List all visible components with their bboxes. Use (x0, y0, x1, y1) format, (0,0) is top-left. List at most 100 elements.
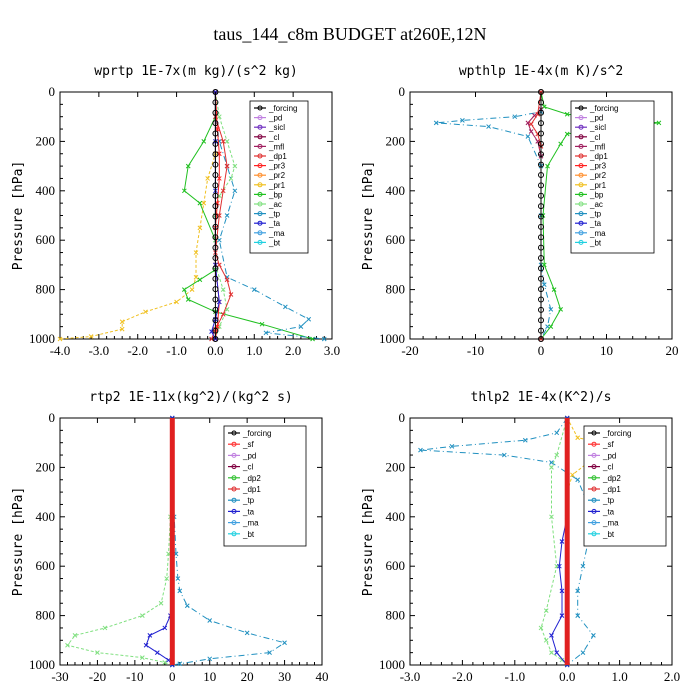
data-point (212, 130, 219, 137)
data-point (298, 324, 304, 330)
data-point (559, 588, 565, 594)
y-tick-label: 400 (386, 509, 406, 524)
y-tick-label: 200 (386, 459, 406, 474)
data-point (212, 254, 219, 261)
data-point (119, 319, 125, 325)
data-point (538, 99, 544, 106)
data-point (575, 588, 581, 594)
data-point (556, 563, 562, 569)
legend-marker (231, 430, 237, 436)
data-point (538, 336, 544, 342)
legend-label: _pd (589, 114, 603, 123)
legend-marker (231, 520, 237, 526)
data-point (501, 452, 507, 458)
data-point (525, 120, 531, 126)
legend-marker (257, 201, 263, 207)
legend-label: _ma (268, 229, 285, 238)
data-point (197, 200, 203, 206)
x-tick-label: -2.0 (452, 669, 473, 684)
data-point (538, 625, 544, 631)
legend-marker (591, 475, 597, 481)
data-point (185, 163, 191, 169)
panel-title: wpthlp 1E-4x(m K)/s^2 (459, 64, 623, 79)
data-point (207, 656, 213, 662)
data-point (528, 129, 534, 134)
data-point (460, 118, 465, 123)
legend-marker (257, 182, 263, 188)
data-point (538, 203, 544, 210)
data-point (224, 163, 230, 169)
legend-marker (231, 497, 237, 503)
data-point (189, 287, 195, 292)
x-tick-label: -4.0 (50, 343, 71, 358)
legend-marker (578, 182, 584, 188)
data-point (575, 613, 581, 618)
x-tick-label: 1.0 (611, 669, 627, 684)
data-point (525, 134, 531, 139)
legend-label: _cl (589, 133, 600, 142)
legend-marker (231, 464, 237, 470)
data-point (212, 171, 219, 178)
data-point (212, 203, 219, 210)
panel-3: rtp2 1E-11x(kg^2)/(kg^2 s) Pressure [hPa]… (11, 390, 329, 684)
y-tick-label: 200 (36, 459, 56, 474)
data-point (545, 163, 550, 169)
data-point (538, 161, 544, 168)
data-point (558, 141, 564, 147)
data-point (575, 435, 581, 441)
legend-label: _forcing (268, 104, 297, 113)
legend-label: _forcing (242, 429, 271, 438)
x-tick-label: -10 (126, 669, 143, 684)
data-point (212, 109, 219, 116)
data-point (591, 633, 596, 638)
data-point (216, 262, 222, 268)
data-point (220, 311, 226, 317)
data-point (95, 650, 100, 656)
y-axis-label: Pressure [hPa] (11, 487, 26, 597)
data-point (538, 234, 544, 241)
data-point (549, 514, 554, 520)
data-point (549, 465, 554, 470)
data-point (541, 282, 547, 288)
y-tick-label: 600 (386, 558, 406, 573)
y-tick-label: 0 (49, 84, 56, 99)
legend-label: _ma (242, 519, 259, 528)
legend-label: _cl (268, 133, 279, 142)
y-tick-label: 0 (399, 84, 406, 99)
legend-label: _pr3 (268, 162, 286, 171)
data-point (175, 576, 181, 581)
data-point (575, 477, 581, 483)
data-point (282, 640, 287, 646)
legend-marker (578, 191, 584, 197)
legend-marker (591, 464, 597, 470)
y-tick-label: 400 (36, 183, 56, 198)
data-point (207, 618, 213, 623)
legend-marker (591, 430, 597, 436)
data-point (232, 163, 238, 169)
series-line-pr3 (214, 91, 220, 340)
x-tick-label: 2.0 (664, 669, 680, 684)
legend-marker (257, 230, 263, 236)
data-point (559, 539, 565, 544)
legend-marker (257, 143, 263, 149)
x-tick-label: -3.0 (400, 669, 421, 684)
x-tick-label: -3.0 (89, 343, 110, 358)
y-axis-label: Pressure [hPa] (361, 487, 376, 597)
y-tick-label: 0 (49, 410, 56, 425)
data-point (538, 306, 544, 313)
legend-box (223, 425, 307, 547)
series-line-pr1 (59, 92, 216, 340)
x-tick-label: 2.0 (285, 343, 301, 358)
data-point (538, 89, 544, 95)
data-point (143, 309, 148, 315)
data-point (554, 452, 560, 458)
data-point (267, 650, 272, 656)
legend-marker (257, 211, 263, 217)
data-point (162, 660, 168, 665)
data-point (57, 336, 63, 342)
data-point (580, 563, 586, 569)
data-point (558, 307, 564, 312)
data-point (88, 334, 94, 339)
data-point (139, 613, 145, 618)
y-tick-label: 0 (399, 410, 406, 425)
